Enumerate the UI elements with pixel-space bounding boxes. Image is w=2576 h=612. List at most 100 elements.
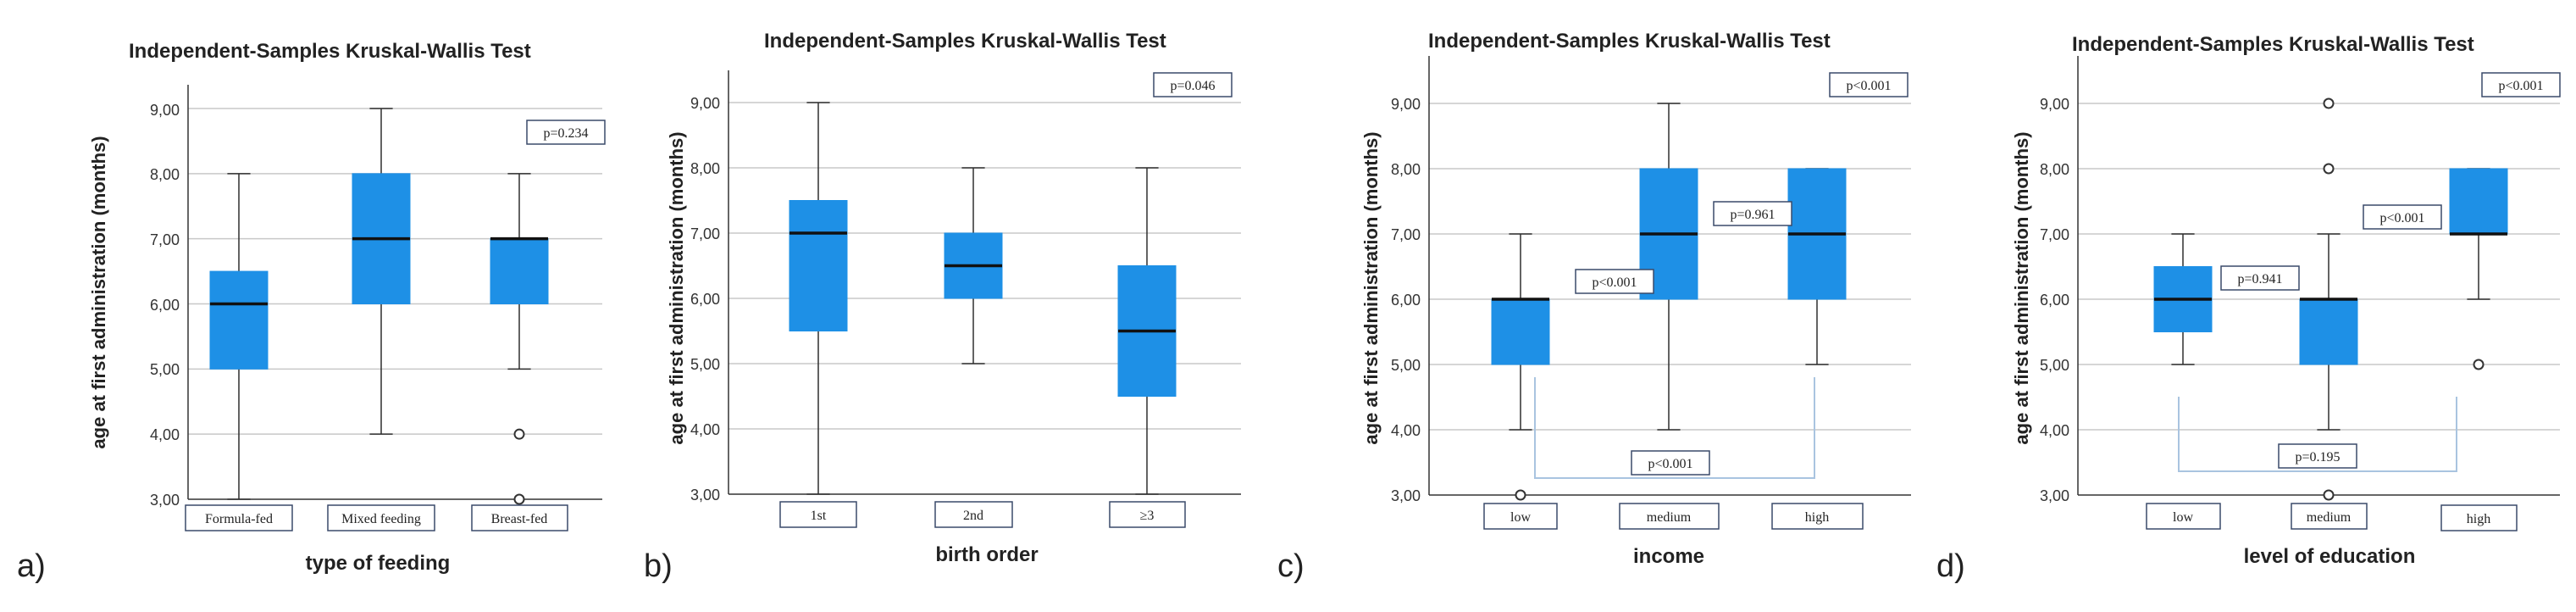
box-outlier bbox=[2323, 489, 2335, 501]
panel-a-ytick: 3,00 bbox=[150, 492, 180, 509]
panel-c-bracket-pvalue-box bbox=[1631, 450, 1710, 476]
panel-d-pairwise-pvalue: p=0.941 bbox=[2237, 272, 2282, 287]
panel-b-ylabel: age at first administration (months) bbox=[666, 131, 687, 444]
box-iqr bbox=[209, 270, 269, 370]
panel-d-category-label: high bbox=[2467, 512, 2490, 526]
panel-a-ytick: 4,00 bbox=[150, 426, 180, 443]
panel-a-category-box bbox=[471, 504, 568, 531]
panel-a-category-boxes: Formula-fed Mixed feeding Breast-fed bbox=[185, 504, 568, 531]
panel-d-category-box bbox=[2440, 504, 2518, 531]
panel-a-category-label: Formula-fed bbox=[205, 512, 273, 526]
box-outlier bbox=[1515, 489, 1526, 501]
panel-c-pairwise-box bbox=[1713, 201, 1792, 226]
panel-b: Independent-Samples Kruskal-Wallis Test … bbox=[644, 30, 1241, 584]
panel-a-boxes bbox=[209, 108, 549, 505]
panel-d-ytick: 8,00 bbox=[2040, 161, 2069, 178]
panel-d-category-label: medium bbox=[2307, 510, 2352, 525]
panel-a-label: a) bbox=[17, 548, 46, 584]
panel-d-ytick: 4,00 bbox=[2040, 422, 2069, 439]
panel-b-ytick: 9,00 bbox=[690, 95, 720, 112]
panel-c-ytick: 8,00 bbox=[1391, 161, 1421, 178]
panel-a-category-label: Breast-fed bbox=[491, 512, 548, 526]
panel-d-ytick: 9,00 bbox=[2040, 96, 2069, 113]
panel-d-bracket-pvalue-box bbox=[2278, 443, 2357, 469]
panel-a-pvalue: p=0.234 bbox=[543, 126, 588, 141]
panel-a-ytick: 9,00 bbox=[150, 102, 180, 119]
panel-b-category-label: 2nd bbox=[963, 509, 983, 523]
panel-c-yticks: 3,00 4,00 5,00 6,00 7,00 8,00 9,00 bbox=[1391, 96, 1421, 504]
panel-c-category-label: medium bbox=[1647, 510, 1692, 525]
panel-d-boxes bbox=[2153, 97, 2508, 501]
panel-d-xlabel: level of education bbox=[2244, 545, 2416, 568]
panel-b-title: Independent-Samples Kruskal-Wallis Test bbox=[764, 30, 1166, 53]
panel-d-ytick: 3,00 bbox=[2040, 487, 2069, 504]
panel-b-ytick: 8,00 bbox=[690, 160, 720, 177]
panel-c-category-box bbox=[1483, 503, 1558, 530]
panel-c-xlabel: income bbox=[1633, 545, 1704, 568]
panel-c-boxes bbox=[1491, 103, 1847, 501]
panel-d-bracket-line bbox=[2178, 397, 2457, 472]
panel-a-category-box bbox=[185, 504, 293, 531]
panel-d-category-box bbox=[2146, 503, 2221, 530]
panel-b-category-box bbox=[1109, 501, 1186, 528]
box-iqr bbox=[789, 200, 848, 331]
panel-c-ytick: 6,00 bbox=[1391, 292, 1421, 309]
panel-b-ytick: 3,00 bbox=[690, 487, 720, 504]
panel-b-ytick: 5,00 bbox=[690, 356, 720, 373]
panel-b-ytick: 4,00 bbox=[690, 421, 720, 438]
box-outlier bbox=[2473, 359, 2485, 370]
panel-a: Independent-Samples Kruskal-Wallis Test … bbox=[17, 40, 606, 584]
panel-a-ylabel: age at first administration (months) bbox=[88, 136, 109, 448]
panel-d-title: Independent-Samples Kruskal-Wallis Test bbox=[2072, 33, 2474, 56]
panel-d-pairwise-box bbox=[2220, 265, 2300, 291]
panel-b-category-box bbox=[779, 501, 857, 528]
panel-c-category-label: high bbox=[1805, 510, 1829, 525]
panel-a-title: Independent-Samples Kruskal-Wallis Test bbox=[129, 40, 531, 63]
box-outlier bbox=[2323, 163, 2335, 175]
panel-a-xlabel: type of feeding bbox=[306, 552, 451, 575]
panel-a-category-label: Mixed feeding bbox=[341, 512, 421, 526]
panel-d-ytick: 7,00 bbox=[2040, 226, 2069, 243]
panel-d-ylabel: age at first administration (months) bbox=[2011, 131, 2032, 444]
panel-b-boxes bbox=[789, 102, 1177, 495]
panel-c-category-boxes: low medium high bbox=[1483, 503, 1864, 530]
panel-d-grid bbox=[2078, 103, 2560, 431]
panel-c-pairwise-box bbox=[1575, 269, 1654, 294]
panel-b-label: b) bbox=[644, 548, 673, 584]
panel-b-category-label: 1st bbox=[811, 509, 827, 523]
panel-c-category-box bbox=[1619, 503, 1720, 530]
panel-d-ytick: 6,00 bbox=[2040, 292, 2069, 309]
panel-c-bracket-pvalue: p<0.001 bbox=[1648, 457, 1692, 471]
panel-c-ytick: 7,00 bbox=[1391, 226, 1421, 243]
box-outlier bbox=[2323, 97, 2335, 109]
panel-c-pvalue: p<0.001 bbox=[1846, 79, 1891, 93]
panel-c-category-box bbox=[1771, 503, 1864, 530]
panel-d-ytick: 5,00 bbox=[2040, 357, 2069, 374]
box-iqr bbox=[1491, 298, 1550, 365]
panel-d-bracket-pvalue: p=0.195 bbox=[2295, 450, 2340, 465]
panel-c-bracket: p<0.001 bbox=[1534, 377, 1815, 479]
panel-d-yticks: 3,00 4,00 5,00 6,00 7,00 8,00 9,00 bbox=[2040, 96, 2069, 504]
box-outlier bbox=[513, 428, 525, 440]
panel-d-bracket: p=0.195 bbox=[2178, 397, 2457, 472]
panel-c-ytick: 9,00 bbox=[1391, 96, 1421, 113]
panel-d-category-boxes: low medium high bbox=[2146, 503, 2518, 531]
box-iqr bbox=[2449, 168, 2508, 235]
panel-c-ytick: 5,00 bbox=[1391, 357, 1421, 374]
panel-a-ytick: 8,00 bbox=[150, 166, 180, 183]
panel-c-pvalue-box bbox=[1829, 72, 1908, 97]
panel-d-category-label: low bbox=[2173, 510, 2193, 525]
panel-b-ytick: 7,00 bbox=[690, 225, 720, 242]
panel-c-pairwise-pvalue: p<0.001 bbox=[1592, 275, 1637, 290]
panel-c-pairwise-pvalue: p=0.961 bbox=[1730, 208, 1775, 222]
panel-d-category-box bbox=[2291, 503, 2368, 530]
panel-a-ytick: 7,00 bbox=[150, 231, 180, 248]
panel-c-ytick: 4,00 bbox=[1391, 422, 1421, 439]
panel-b-category-boxes: 1st 2nd ≥3 bbox=[779, 501, 1186, 528]
panel-c-category-label: low bbox=[1510, 510, 1531, 525]
panel-b-category-box bbox=[934, 501, 1013, 528]
panel-a-yticks: 3,00 4,00 5,00 6,00 7,00 8,00 9,00 bbox=[150, 102, 180, 509]
box-iqr bbox=[2299, 298, 2358, 365]
panel-b-ytick: 6,00 bbox=[690, 291, 720, 308]
